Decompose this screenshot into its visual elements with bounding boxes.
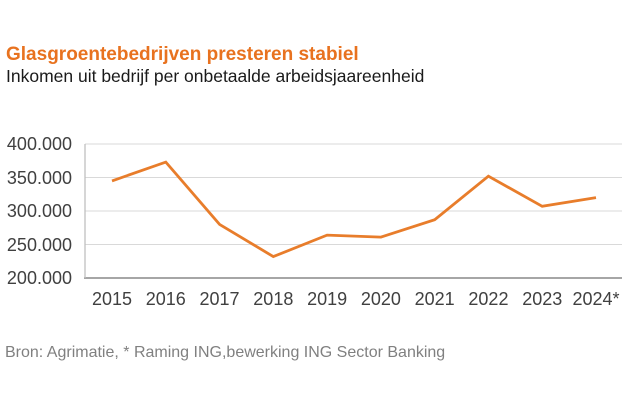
x-axis-tick-label: 2019 (307, 289, 348, 309)
x-axis-tick-label: 2020 (360, 289, 401, 309)
chart-subtitle: Inkomen uit bedrijf per onbetaalde arbei… (6, 66, 425, 86)
x-axis-tick-label: 2023 (522, 289, 563, 309)
y-axis-tick-label: 250.000 (6, 234, 72, 255)
x-axis-tick-label: 2015 (91, 289, 133, 309)
y-axis-tick-label: 200.000 (6, 268, 72, 288)
y-axis-tick-label: 300.000 (6, 201, 72, 221)
x-axis-tick-label: 2017 (199, 289, 240, 309)
chart-line (111, 160, 597, 259)
x-axis-tick-label: 2021 (414, 289, 455, 309)
x-axis-tick-label: 2016 (145, 289, 186, 309)
source-note: Bron: Agrimatie, * Raming ING,bewerking … (5, 344, 446, 361)
chart-title: Glasgroentebedrijven presteren stabiel (6, 44, 359, 65)
x-axis-tick-label: 2018 (253, 289, 294, 309)
x-axis-tick-label: 2024* (572, 289, 620, 309)
y-axis-tick-label: 400.000 (6, 134, 72, 154)
x-axis-tick-label: 2022 (468, 289, 509, 309)
y-axis-tick-label: 350.000 (6, 167, 72, 188)
